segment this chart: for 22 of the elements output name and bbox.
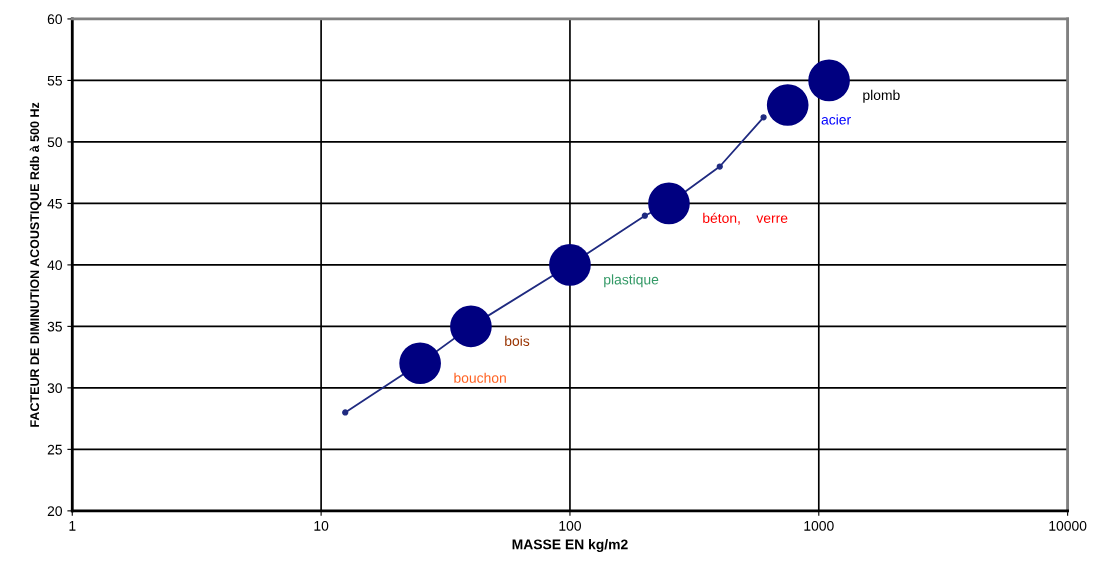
y-tick-label: 20 [47,506,63,517]
y-tick-label: 60 [47,14,63,25]
y-tick-label: 35 [47,321,62,332]
x-tick-label: 100 [559,520,581,531]
annotation: bois [505,335,530,346]
annotation: plomb [863,89,900,103]
x-axis-title: MASSE EN kg/m2 [512,539,628,553]
y-tick-label: 25 [47,444,62,455]
x-tick-label: 1000 [804,520,834,531]
x-tick-label: 10000 [1049,520,1087,531]
y-axis-title: FACTEUR DE DIMINUTION ACOUSTIQUE Rdb à 500 Hz [29,102,42,427]
annotation: béton, verre [703,212,788,225]
annotation: plastique [604,274,659,288]
y-tick-label: 50 [47,137,63,148]
y-tick-label: 40 [47,260,63,271]
y-tick-label: 55 [47,75,62,86]
y-tick-label: 30 [47,383,63,394]
x-tick-label: 10 [314,520,329,531]
y-tick-label: 45 [47,198,62,209]
annotation: acier [821,114,851,125]
x-tick-label: 1 [69,521,76,531]
annotation: bouchon [454,372,506,383]
